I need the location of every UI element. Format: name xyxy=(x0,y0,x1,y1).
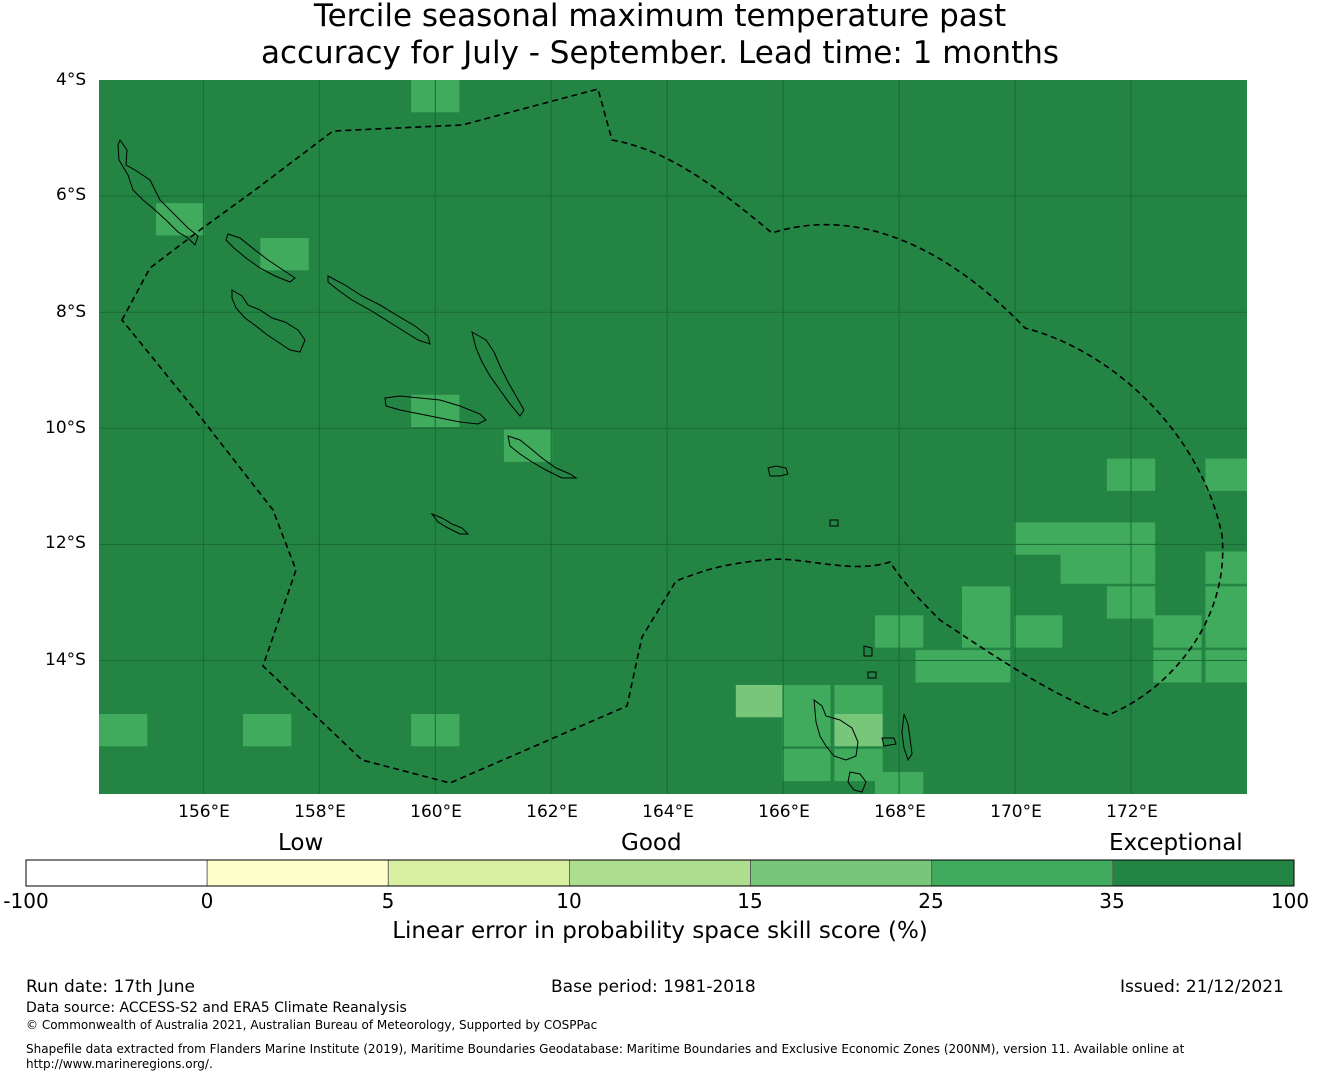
skill-cell xyxy=(1153,650,1202,683)
colorbar-segment xyxy=(1112,859,1295,887)
colorbar xyxy=(25,859,1295,887)
coastline-islet-c xyxy=(867,671,877,679)
skill-cell xyxy=(1153,615,1202,648)
colorbar-tick: 0 xyxy=(200,889,214,913)
colorbar-frame xyxy=(25,859,1295,887)
coastline-makira xyxy=(507,435,578,479)
issued-date: Issued: 21/12/2021 xyxy=(1120,977,1284,997)
coastline-gaua xyxy=(863,645,873,657)
shapefile-credit-line1: Shapefile data extracted from Flanders M… xyxy=(26,1042,1185,1056)
map-title-line2: accuracy for July - September. Lead time… xyxy=(260,35,1060,71)
lat-label: 8°S xyxy=(56,302,87,322)
run-date: Run date: 17th June xyxy=(26,977,195,997)
skill-cell xyxy=(834,713,883,747)
skill-cell xyxy=(1205,586,1247,619)
category-good-label: Good xyxy=(621,830,682,856)
lat-label: 10°S xyxy=(45,418,86,438)
lon-label: 164°E xyxy=(642,802,694,822)
skill-cell xyxy=(1205,458,1247,491)
colorbar-tick: 5 xyxy=(381,889,395,913)
eez-boundary xyxy=(121,88,1224,784)
colorbar-tick: 10 xyxy=(556,889,582,913)
coastline-malaita xyxy=(471,330,525,417)
skill-cell xyxy=(834,748,883,782)
category-low-label: Low xyxy=(278,830,324,856)
lon-label: 156°E xyxy=(178,802,230,822)
lon-label: 166°E xyxy=(758,802,810,822)
colorbar-segment xyxy=(387,859,570,887)
skill-cell xyxy=(961,650,1011,683)
skill-cell xyxy=(242,713,292,747)
map-title-line1: Tercile seasonal maximum temperature pas… xyxy=(313,0,1007,34)
colorbar-segment xyxy=(25,859,208,887)
lat-label: 14°S xyxy=(45,650,86,670)
colorbar-tick: 100 xyxy=(1270,889,1310,913)
skill-cell xyxy=(156,203,205,236)
skill-cell xyxy=(260,237,309,271)
colorbar-tick: 15 xyxy=(737,889,763,913)
base-period: Base period: 1981-2018 xyxy=(551,977,756,997)
colorbar-segment xyxy=(569,859,751,887)
skill-cell xyxy=(782,748,831,782)
coastline-santa-isabel xyxy=(327,275,431,345)
skill-cell xyxy=(1014,522,1063,555)
lon-label: 160°E xyxy=(410,802,462,822)
lat-label: 6°S xyxy=(56,185,87,205)
lon-label: 172°E xyxy=(1106,802,1158,822)
skill-cell xyxy=(1060,551,1109,584)
colorbar-segment xyxy=(206,859,389,887)
lon-label: 162°E xyxy=(526,802,578,822)
coastline-santa-cruz xyxy=(767,465,789,477)
skill-cell xyxy=(782,684,831,718)
coastline-choiseul xyxy=(225,233,296,283)
skill-cell xyxy=(915,650,964,683)
skill-cell xyxy=(961,586,1011,619)
coastlines xyxy=(117,138,913,793)
skill-cell xyxy=(1205,551,1247,584)
coastline-guadalcanal xyxy=(384,395,487,425)
shapefile-credit-line2: http://www.marineregions.org/. xyxy=(26,1057,213,1071)
gridlines xyxy=(99,80,1247,794)
copyright: © Commonwealth of Australia 2021, Austra… xyxy=(26,1018,598,1032)
colorbar-tick: 25 xyxy=(918,889,944,913)
coastline-new-georgia xyxy=(231,289,306,353)
coastline-espiritu-santo xyxy=(813,698,859,761)
coastline-islet-a xyxy=(829,519,839,527)
skill-cell xyxy=(1060,522,1109,555)
skill-cell xyxy=(1014,615,1063,648)
skill-cell xyxy=(735,684,785,718)
map-background xyxy=(99,80,1247,794)
skill-cell xyxy=(1205,615,1247,648)
coastline-bougainville xyxy=(117,138,199,246)
skill-cell xyxy=(834,684,883,718)
skill-cell xyxy=(1205,650,1247,683)
data-source: Data source: ACCESS-S2 and ERA5 Climate … xyxy=(26,1000,407,1016)
skill-cell xyxy=(99,713,148,747)
lat-label: 4°S xyxy=(56,70,87,90)
coastline-rennell xyxy=(430,512,470,535)
colorbar-tick: -100 xyxy=(3,889,49,913)
coastline-pentecost xyxy=(901,713,913,762)
colorbar-tick: 35 xyxy=(1099,889,1125,913)
lat-label: 12°S xyxy=(45,533,86,553)
coastline-malakula xyxy=(847,771,867,793)
coastline-islet-b xyxy=(881,737,897,747)
colorbar-segment xyxy=(931,859,1114,887)
lon-label: 168°E xyxy=(874,802,926,822)
colorbar-segment xyxy=(750,859,933,887)
colorbar-title: Linear error in probability space skill … xyxy=(392,918,928,944)
skill-cell xyxy=(961,615,1011,648)
lon-label: 170°E xyxy=(990,802,1042,822)
skill-cell xyxy=(503,429,553,462)
lon-label: 158°E xyxy=(294,802,346,822)
category-exceptional-label: Exceptional xyxy=(1109,830,1243,856)
